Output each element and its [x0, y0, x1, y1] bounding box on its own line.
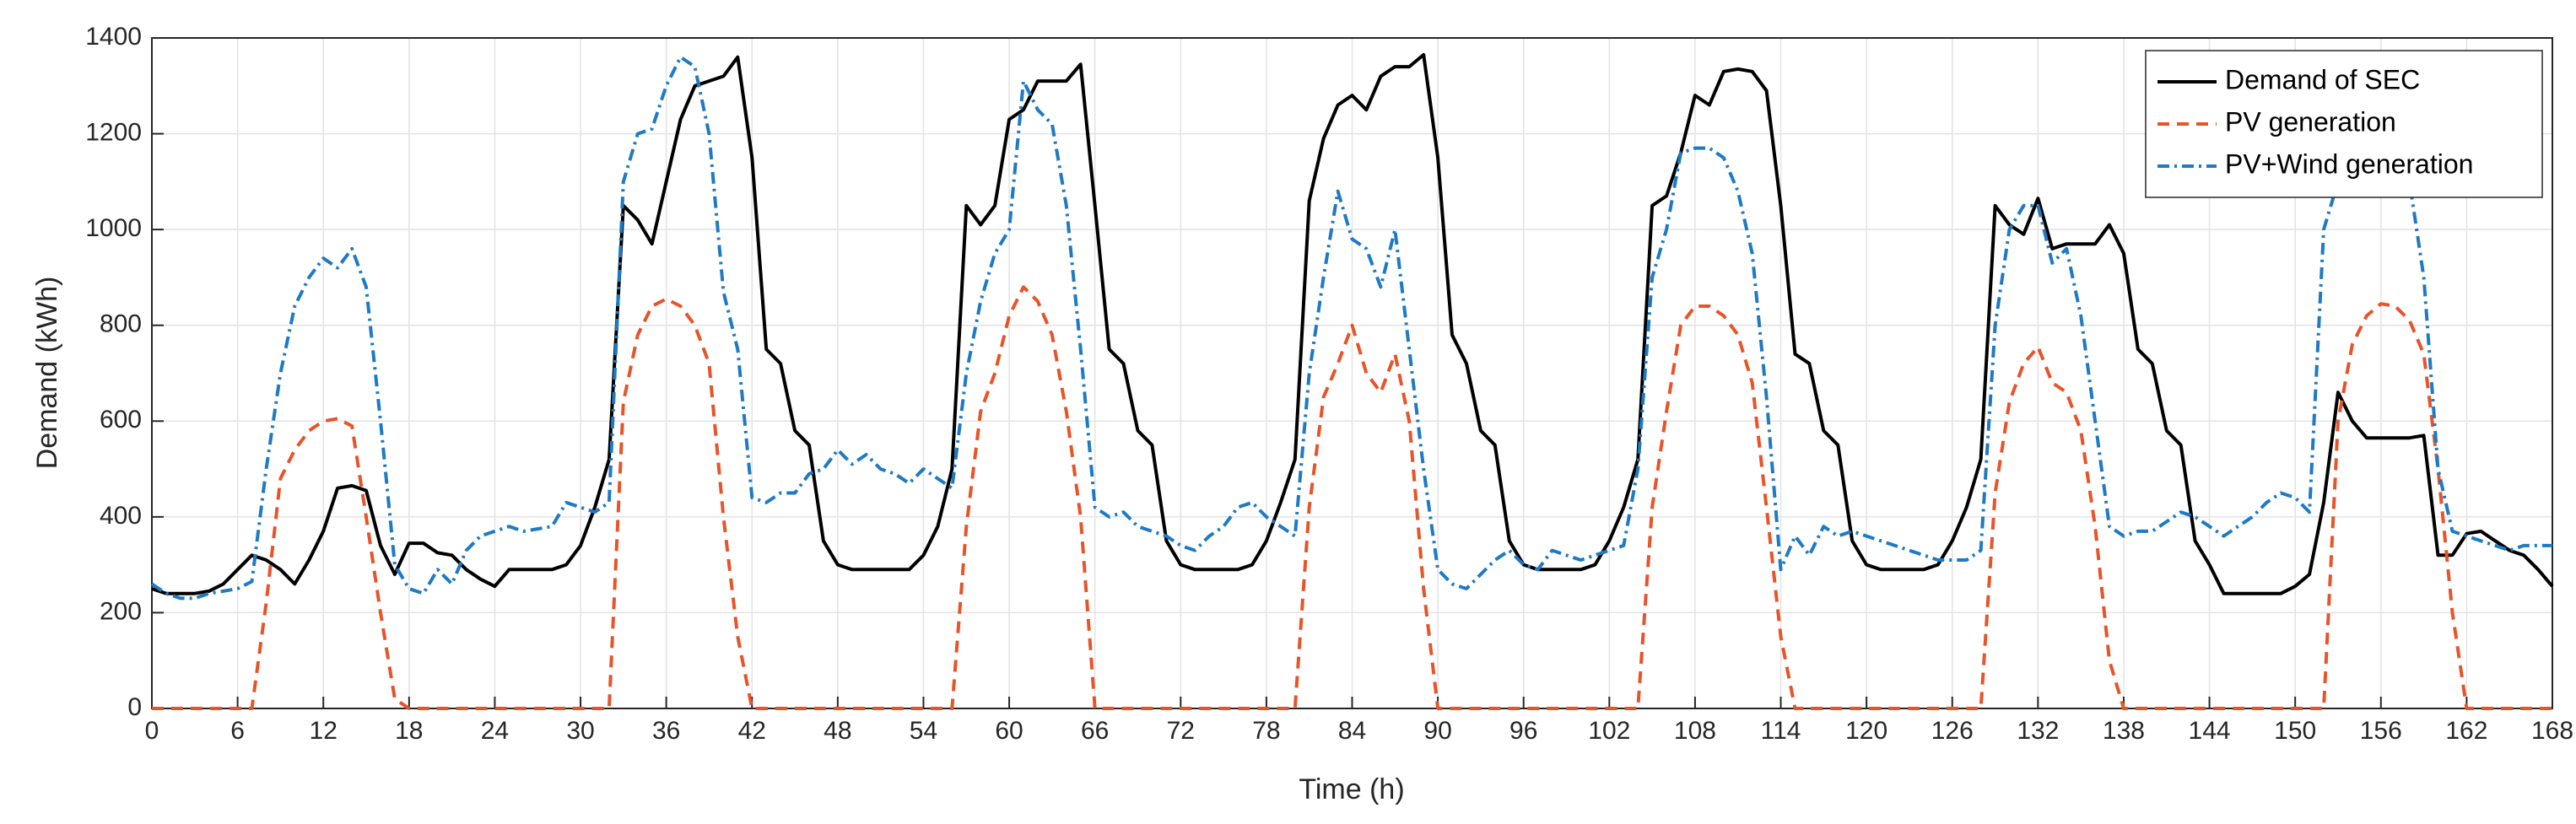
y-tick-label: 0: [127, 693, 142, 721]
x-tick-label: 120: [1845, 717, 1887, 745]
x-tick-label: 102: [1588, 717, 1630, 745]
legend-box: [2145, 50, 2543, 198]
y-tick-label: 600: [100, 406, 142, 434]
y-tick-label: 400: [100, 502, 142, 530]
x-tick-label: 114: [1761, 717, 1801, 745]
x-tick-label: 108: [1674, 717, 1716, 745]
y-axis-label: Demand (kWh): [31, 277, 63, 470]
x-tick-label: 96: [1509, 717, 1537, 745]
x-tick-label: 72: [1167, 717, 1195, 745]
legend: Demand of SEC PV generation PV+Wind genera…: [2145, 50, 2543, 198]
x-tick-label: 12: [310, 717, 338, 745]
x-tick-label: 6: [230, 717, 245, 745]
y-tick-label: 1000: [85, 214, 142, 242]
x-tick-label: 48: [824, 717, 851, 745]
x-tick-label: 150: [2274, 717, 2316, 745]
x-tick-label: 0: [145, 717, 159, 745]
x-tick-label: 42: [738, 717, 766, 745]
x-tick-label: 90: [1423, 717, 1451, 745]
plot-frame: [151, 37, 2553, 709]
x-tick-label: 78: [1252, 717, 1280, 745]
line-series: [152, 285, 2552, 710]
x-tick-label: 30: [566, 717, 594, 745]
legend-label: PV+Wind generation: [2225, 148, 2473, 179]
x-tick-label: 60: [995, 717, 1023, 745]
x-tick-label: 36: [652, 717, 680, 745]
x-tick-label: 168: [2531, 717, 2573, 745]
x-tick-label: 132: [2017, 717, 2059, 745]
x-tick-label: 126: [1931, 717, 1974, 745]
x-tick-label: 144: [2189, 717, 2231, 745]
line-series: [150, 55, 2552, 600]
x-axis-label: Time (h): [1299, 773, 1404, 805]
legend-label: PV generation: [2225, 106, 2396, 137]
y-tick-label: 1200: [85, 118, 142, 146]
y-tick-label: 800: [100, 310, 142, 338]
x-tick-label: 18: [395, 717, 423, 745]
y-tick-label: 1400: [85, 23, 142, 51]
x-tick-label: 84: [1338, 717, 1366, 745]
x-tick-label: 156: [2360, 717, 2402, 745]
x-tick-label: 162: [2445, 717, 2487, 745]
y-tick-label: 200: [100, 597, 142, 625]
x-tick-label: 54: [910, 717, 937, 745]
x-tick-label: 138: [2103, 717, 2145, 745]
x-tick-label: 66: [1081, 717, 1109, 745]
legend-label: Demand of SEC: [2225, 64, 2420, 94]
x-tick-label: 24: [481, 717, 509, 745]
line-series: [151, 52, 2554, 595]
